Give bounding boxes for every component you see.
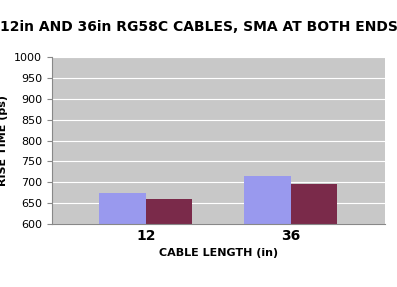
Text: 12in AND 36in RG58C CABLES, SMA AT BOTH ENDS: 12in AND 36in RG58C CABLES, SMA AT BOTH … — [0, 20, 397, 34]
Bar — [100, 193, 146, 287]
Bar — [146, 199, 192, 287]
Y-axis label: RISE TIME (ps): RISE TIME (ps) — [0, 95, 8, 186]
Bar — [245, 176, 291, 287]
X-axis label: CABLE LENGTH (in): CABLE LENGTH (in) — [159, 248, 278, 258]
Bar — [291, 184, 337, 287]
